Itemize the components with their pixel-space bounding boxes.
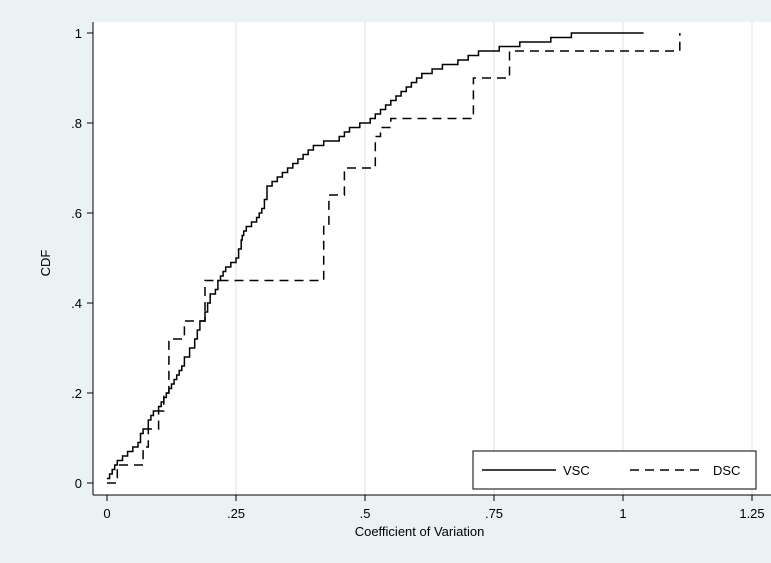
- y-tick-label: .4: [71, 296, 82, 311]
- y-tick-label: 0: [75, 476, 82, 491]
- x-tick-label: 1: [619, 506, 626, 521]
- axes-layer: 0 .25 .5 .75 1 1.25 0 .2 .4 .6 .8 1: [71, 22, 771, 521]
- legend: VSC DSC: [472, 450, 757, 490]
- y-axis-title: CDF: [38, 250, 53, 277]
- plot-area-background: [93, 22, 771, 495]
- y-tick-label: 1: [75, 26, 82, 41]
- y-tick-label: .6: [71, 206, 82, 221]
- x-axis-title: Coefficient of Variation: [355, 524, 485, 539]
- legend-label-dsc: DSC: [713, 463, 740, 478]
- legend-label-vsc: VSC: [563, 463, 590, 478]
- x-tick-label: .5: [360, 506, 371, 521]
- y-tick-label: .8: [71, 116, 82, 131]
- x-tick-label: .75: [485, 506, 503, 521]
- x-tick-label: .25: [227, 506, 245, 521]
- grid-layer: [235, 22, 753, 495]
- series-layer: [107, 32, 681, 484]
- x-tick-label: 0: [103, 506, 110, 521]
- series-line-dsc: [107, 33, 681, 484]
- x-tick-label: 1.25: [739, 506, 764, 521]
- y-tick-label: .2: [71, 386, 82, 401]
